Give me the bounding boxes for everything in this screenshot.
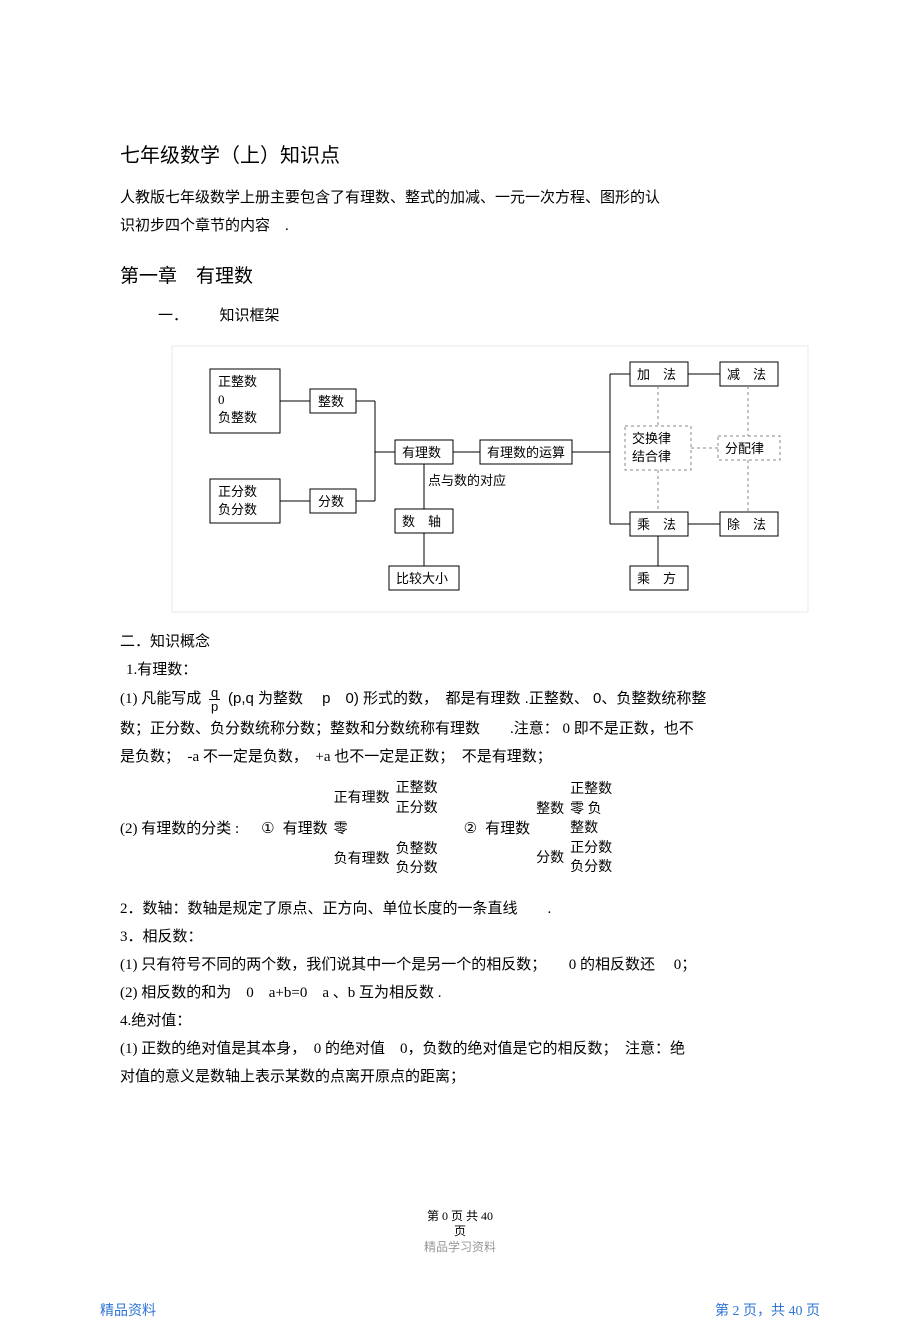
c1-l1b: 正分数: [396, 799, 438, 819]
circ-1: ①: [261, 817, 274, 841]
c1-l1a: 正整数: [396, 779, 438, 799]
c2-l2b: 负分数: [570, 858, 612, 878]
footer-mid-3: 精品学习资料: [120, 1240, 800, 1256]
node-mul: 乘 法: [637, 517, 676, 532]
frac-den: p: [209, 700, 220, 713]
node-integer: 整数: [318, 394, 344, 409]
node-fraction: 分数: [318, 494, 344, 509]
c2-l1c: 整数: [570, 819, 612, 839]
c1-l3a: 负整数: [396, 840, 438, 860]
footer-middle: 第 0 页 共 40 页 精品学习资料: [120, 1209, 800, 1256]
node-pow: 乘 方: [637, 571, 676, 586]
c2-l2a: 正分数: [570, 839, 612, 859]
intro-line-1: 人教版七年级数学上册主要包含了有理数、整式的加减、一元一次方程、图形的认: [120, 186, 800, 210]
point-3-1: (1) 只有符号不同的两个数，我们说其中一个是另一个的相反数； 0 的相反数还 …: [120, 953, 800, 977]
section-1-heading: 一． 知识框架: [158, 304, 800, 328]
point-4: 4.绝对值：: [120, 1009, 800, 1033]
point-1-label: 1.有理数：: [126, 658, 800, 682]
point-3-2: (2) 相反数的和为 0 a+b=0 a 、b 互为相反数 .: [120, 981, 800, 1005]
node-compare: 比较大小: [396, 571, 448, 586]
c2-l1b: 零 负: [570, 800, 612, 820]
node-dist: 分配律: [725, 441, 764, 456]
knowledge-framework-diagram: 正整数 0 负整数 整数 正分数 负分数 分数 有理数 有理数的运算 点与数的对…: [170, 344, 810, 614]
point-4-1: (1) 正数的绝对值是其本身， 0 的绝对值 0，负数的绝对值是它的相反数； 注…: [120, 1037, 800, 1061]
doc-title: 七年级数学（上）知识点: [120, 140, 800, 172]
classify-2: 有理数 整数 正整数 零 负 整数 分数 正分数 负分数: [485, 780, 612, 878]
c1-l3: 负有理数: [334, 849, 390, 870]
footer-right: 第 2 页，共 40 页: [715, 1300, 820, 1320]
section-1-num: 一．: [158, 308, 188, 324]
classify-label: (2) 有理数的分类 :: [120, 817, 239, 841]
node-add: 加 法: [637, 367, 676, 382]
document-page: 七年级数学（上）知识点 人教版七年级数学上册主要包含了有理数、整式的加减、一元一…: [0, 0, 920, 1296]
intro-line-2: 识初步四个章节的内容 .: [120, 214, 800, 238]
c2-l1a: 正整数: [570, 780, 612, 800]
classification-row: (2) 有理数的分类 : ① 有理数 正有理数 正整数 正分数 零 负有理数 负…: [120, 779, 800, 878]
c1-l2: 零: [334, 819, 438, 840]
point-1-3: 是负数； -a 不一定是负数， +a 也不一定是正数； 不是有理数；: [120, 745, 800, 769]
footer-mid-1: 第 0 页 共 40: [120, 1209, 800, 1225]
c1-l1: 正有理数: [334, 788, 390, 809]
footer-row: 精品资料 第 2 页，共 40 页: [0, 1296, 920, 1340]
node-div: 除 法: [727, 517, 766, 532]
fraction-qp: q p: [209, 686, 220, 713]
c2-root: 有理数: [485, 817, 530, 841]
node-point-map: 点与数的对应: [428, 473, 506, 488]
c2-l2: 分数: [536, 848, 564, 869]
section-2-heading: 二．知识概念: [120, 630, 800, 654]
classify-1: 有理数 正有理数 正整数 正分数 零 负有理数 负整数 负分数: [283, 779, 438, 878]
section-1-label: 知识框架: [220, 308, 280, 324]
point-4-2: 对值的意义是数轴上表示某数的点离开原点的距离；: [120, 1065, 800, 1089]
point-3: 3．相反数：: [120, 925, 800, 949]
circ-2: ②: [464, 817, 477, 841]
node-rational: 有理数: [402, 445, 441, 460]
p1-1b: (p,q 为整数 p 0) 形式的数， 都是有理数 .正整数、 0、负整数统称整: [228, 690, 706, 707]
c2-l1: 整数: [536, 799, 564, 820]
node-sub: 减 法: [727, 367, 766, 382]
point-2: 2．数轴：数轴是规定了原点、正方向、单位长度的一条直线 .: [120, 897, 800, 921]
chapter-heading: 第一章 有理数: [120, 262, 800, 292]
node-rational-op: 有理数的运算: [487, 445, 565, 460]
point-1-2: 数；正分数、负分数统称分数；整数和分数统称有理数 .注意： 0 即不是正数，也不: [120, 717, 800, 741]
p1-1a: (1) 凡能写成: [120, 691, 201, 707]
c1-l3b: 负分数: [396, 859, 438, 879]
point-1-1: (1) 凡能写成 q p (p,q 为整数 p 0) 形式的数， 都是有理数 .…: [120, 686, 800, 713]
node-axis: 数 轴: [402, 514, 441, 529]
footer-mid-2: 页: [120, 1224, 800, 1240]
c1-root: 有理数: [283, 817, 328, 841]
footer-left: 精品资料: [100, 1300, 156, 1320]
frac-num: q: [209, 686, 220, 700]
